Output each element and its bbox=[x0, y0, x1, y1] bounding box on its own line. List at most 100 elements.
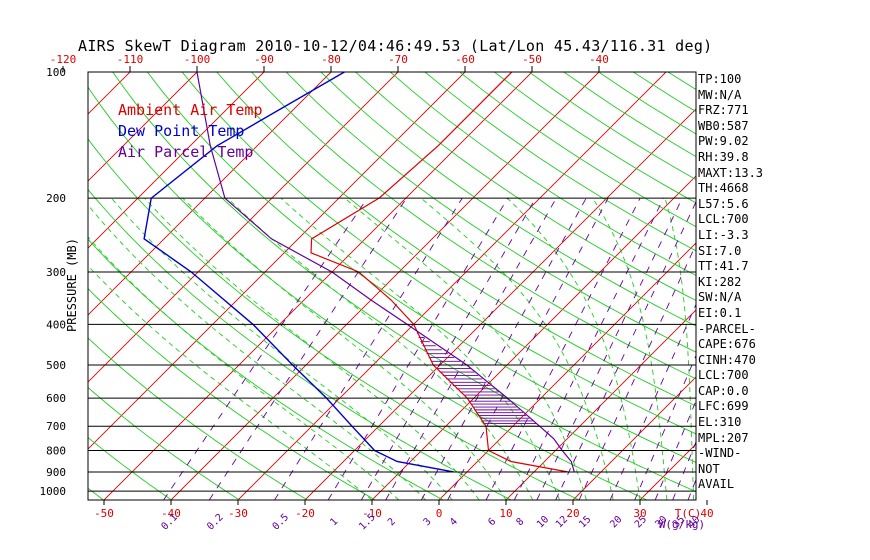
mixing-ratio-line bbox=[327, 197, 509, 500]
bottom-temp-tick-label: -20 bbox=[295, 507, 315, 520]
stat-item: FRZ:771 bbox=[698, 103, 749, 118]
mixing-ratio-tick-label: 3 bbox=[422, 516, 434, 528]
top-temp-tick-label: -90 bbox=[254, 53, 274, 66]
moist-adiabat-line bbox=[88, 236, 400, 500]
air-parcel-temp-line bbox=[196, 72, 575, 473]
top-temp-tick-label: -120 bbox=[50, 53, 77, 66]
stat-item: MW:N/A bbox=[698, 87, 742, 102]
mixing-ratio-tick-label: 10 bbox=[535, 514, 551, 530]
top-temp-tick-label: -50 bbox=[522, 53, 542, 66]
pressure-tick-label: 600 bbox=[46, 392, 66, 405]
mixing-ratio-tick-label: 0.5 bbox=[271, 512, 292, 533]
mixing-ratio-tick-label: 0.2 bbox=[205, 512, 226, 533]
pressure-tick-label: 800 bbox=[46, 445, 66, 458]
plot-frame bbox=[87, 71, 697, 501]
isotherm-line bbox=[88, 72, 265, 249]
isotherm-line bbox=[88, 72, 466, 450]
mixing-ratio-line bbox=[420, 197, 587, 500]
mixing-ratio-line bbox=[513, 197, 664, 500]
isotherm-line bbox=[371, 175, 696, 500]
stat-item: NOT bbox=[698, 461, 720, 476]
mixing-ratio-tick-label: 2 bbox=[386, 516, 398, 528]
isotherm-line bbox=[438, 242, 696, 500]
mixing-ratio-tick-label: 4 bbox=[448, 516, 460, 528]
isotherm-line bbox=[88, 72, 198, 182]
mixing-ratio-tick-label: 8 bbox=[515, 516, 527, 528]
bottom-temp-tick-label: 20 bbox=[566, 507, 579, 520]
mixing-ratio-unit-label: W(g/kg) bbox=[659, 518, 705, 531]
bottom-temp-tick-label: -50 bbox=[94, 507, 114, 520]
isotherm-line bbox=[572, 376, 696, 500]
mixing-ratio-line bbox=[163, 197, 368, 500]
bottom-temp-tick-label: -30 bbox=[228, 507, 248, 520]
dry-adiabat-line bbox=[88, 487, 105, 500]
top-temp-tick-label: -80 bbox=[321, 53, 341, 66]
stat-item: L57:5.6 bbox=[698, 196, 749, 211]
moist-adiabat-line bbox=[111, 197, 453, 500]
dry-adiabat-line bbox=[88, 188, 513, 500]
x-axis-unit-label: T(C) bbox=[675, 507, 702, 520]
top-temp-tick-label: -60 bbox=[455, 53, 475, 66]
isotherm-line bbox=[103, 72, 533, 500]
legend-air-parcel-temp: Air Parcel Temp bbox=[118, 143, 254, 161]
stat-item: PW:9.02 bbox=[698, 134, 749, 149]
pressure-tick-label: 700 bbox=[46, 420, 66, 433]
pressure-tick-label: 300 bbox=[46, 266, 66, 279]
stat-item: SW:N/A bbox=[698, 290, 742, 305]
stat-item: -PARCEL- bbox=[698, 321, 756, 336]
stat-item: LI:-3.3 bbox=[698, 227, 749, 242]
moist-adiabat-line bbox=[344, 197, 587, 500]
moist-adiabat-line bbox=[664, 198, 695, 500]
stat-item: SI:7.0 bbox=[698, 243, 742, 258]
stat-item: AVAIL bbox=[698, 477, 735, 492]
dry-adiabat-line bbox=[355, 72, 696, 301]
bottom-temp-tick-label: 30 bbox=[633, 507, 646, 520]
stat-item: LCL:700 bbox=[698, 212, 749, 227]
ambient-air-temp-line bbox=[310, 72, 568, 473]
mixing-ratio-line bbox=[447, 197, 609, 500]
bottom-temp-tick-label: -40 bbox=[161, 507, 181, 520]
moist-adiabat-line bbox=[182, 197, 507, 500]
stat-item: CAP:0.0 bbox=[698, 383, 749, 398]
isotherm-line bbox=[88, 72, 332, 316]
stat-item: WB0:587 bbox=[698, 118, 749, 133]
stat-item: CAPE:676 bbox=[698, 337, 756, 352]
stat-item: MPL:207 bbox=[698, 430, 749, 445]
stat-item: RH:39.8 bbox=[698, 149, 749, 164]
stat-item: LCL:700 bbox=[698, 368, 749, 383]
moist-adiabat-line bbox=[88, 204, 426, 500]
stat-item: TP:100 bbox=[698, 72, 742, 86]
mixing-ratio-line bbox=[208, 197, 407, 500]
stat-item: KI:282 bbox=[698, 274, 742, 289]
bottom-temp-tick-label: -10 bbox=[362, 507, 382, 520]
isotherm-line bbox=[170, 72, 600, 500]
isotherm-line bbox=[0, 72, 63, 500]
pressure-tick-label: 400 bbox=[46, 318, 66, 331]
pressure-tick-label: 500 bbox=[46, 359, 66, 372]
dry-adiabat-line bbox=[424, 72, 696, 252]
pressure-tick-label: 200 bbox=[46, 192, 66, 205]
stats-panel: TP:100 MW:N/A FRZ:771 WB0:587 PW:9.02 RH:39.8… bbox=[698, 72, 870, 493]
legend-ambient-air-temp: Ambient Air Temp bbox=[118, 101, 263, 119]
dry-adiabat-line bbox=[390, 72, 696, 276]
mixing-ratio-line bbox=[536, 197, 683, 500]
stat-item: TH:4668 bbox=[698, 181, 749, 196]
stat-item: CINH:470 bbox=[698, 352, 756, 367]
pressure-tick-label: 900 bbox=[46, 466, 66, 479]
dry-adiabat-line bbox=[181, 72, 696, 435]
y-axis-label: PRESSURE (MB) bbox=[65, 238, 79, 332]
mixing-ratio-line bbox=[485, 197, 641, 500]
dry-adiabat-line bbox=[251, 72, 696, 380]
stat-item: LFC:699 bbox=[698, 399, 749, 414]
mixing-ratio-tick-label: 6 bbox=[486, 516, 498, 528]
moist-adiabat-line bbox=[144, 197, 480, 500]
pressure-tick-label: 1000 bbox=[40, 485, 67, 498]
dry-adiabat-line bbox=[320, 72, 696, 327]
moist-adiabat-line bbox=[592, 197, 668, 500]
legend-dew-point-temp: Dew Point Temp bbox=[118, 122, 245, 140]
pressure-tick-label: 100 bbox=[46, 66, 66, 79]
bottom-temp-tick-label: 10 bbox=[499, 507, 512, 520]
isotherm-line bbox=[304, 108, 696, 500]
dry-adiabat-line bbox=[285, 72, 696, 353]
